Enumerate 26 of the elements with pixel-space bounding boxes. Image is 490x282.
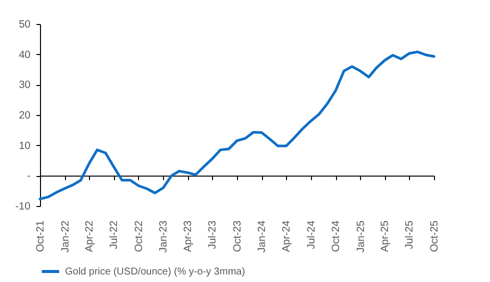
x-tick-label: Jul-23 <box>206 220 219 250</box>
x-tick-label: Oct-23 <box>231 220 244 252</box>
x-tick-label: Apr-25 <box>379 220 392 252</box>
line-series <box>38 50 436 200</box>
y-tick-label: 10 <box>18 140 31 152</box>
y-tick-label: -10 <box>15 200 31 212</box>
x-tick-label: Jan-25 <box>354 220 367 253</box>
x-tick-label: Jan-23 <box>158 220 170 253</box>
x-tick-label: Oct-24 <box>330 220 342 252</box>
x-tick-label: Apr-22 <box>84 220 96 252</box>
y-tick-label: 30 <box>18 79 31 92</box>
y-tick-label: 20 <box>18 110 31 122</box>
x-tick-label: Oct-25 <box>428 220 440 252</box>
x-tick-label: Jan-22 <box>59 220 72 253</box>
x-tick-label: Jan-24 <box>256 220 268 253</box>
x-tick-label: Oct-22 <box>132 220 145 252</box>
y-tick-label: - <box>27 170 31 182</box>
x-tick-label: Jul-22 <box>108 220 120 250</box>
x-tick-label: Apr-23 <box>182 220 194 252</box>
y-tick-label: 40 <box>18 48 31 61</box>
legend-label: Gold price (USD/ounce) (% y-o-y 3mma) <box>65 266 246 278</box>
x-tick-label: Oct-21 <box>34 220 46 252</box>
x-tick-label: Jul-24 <box>305 220 318 250</box>
x-tick-label: Apr-24 <box>280 220 293 252</box>
y-tick-label: 50 <box>18 18 31 30</box>
x-tick-label: Jul-25 <box>404 220 416 250</box>
